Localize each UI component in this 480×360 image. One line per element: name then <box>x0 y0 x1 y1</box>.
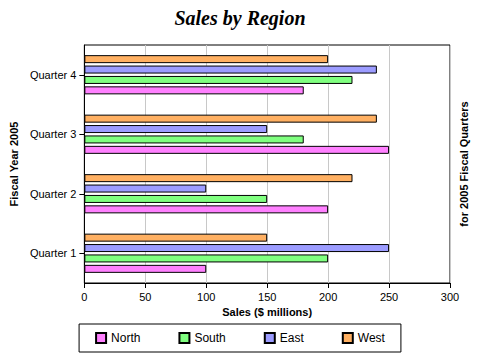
svg-text:East: East <box>280 331 305 345</box>
svg-text:for 2005 Fiscal Quarters: for 2005 Fiscal Quarters <box>458 101 470 226</box>
svg-text:Fiscal Year 2005: Fiscal Year 2005 <box>8 122 20 207</box>
svg-text:Quarter 1: Quarter 1 <box>30 247 76 259</box>
svg-text:Sales by Region: Sales by Region <box>174 7 305 30</box>
svg-text:200: 200 <box>319 291 337 303</box>
svg-text:South: South <box>194 331 225 345</box>
svg-text:Quarter 2: Quarter 2 <box>30 188 76 200</box>
svg-text:50: 50 <box>139 291 151 303</box>
svg-text:150: 150 <box>258 291 276 303</box>
svg-text:250: 250 <box>380 291 398 303</box>
svg-text:Sales ($ millions): Sales ($ millions) <box>222 306 312 318</box>
svg-text:300: 300 <box>441 291 459 303</box>
svg-text:North: North <box>111 331 140 345</box>
svg-text:0: 0 <box>81 291 87 303</box>
svg-text:Quarter 3: Quarter 3 <box>30 128 76 140</box>
svg-text:Quarter 4: Quarter 4 <box>30 69 76 81</box>
svg-text:100: 100 <box>197 291 215 303</box>
svg-text:West: West <box>358 331 386 345</box>
